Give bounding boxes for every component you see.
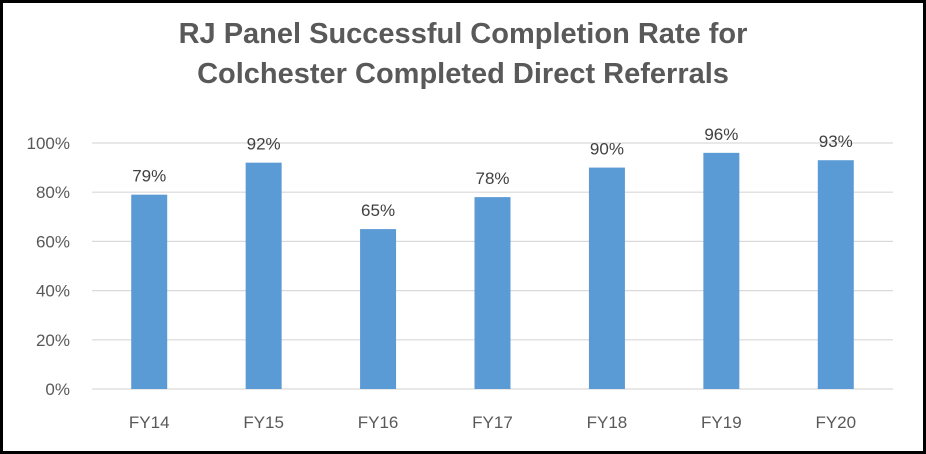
data-label: 93% xyxy=(819,132,853,151)
data-label: 79% xyxy=(132,167,166,186)
bar xyxy=(588,167,625,389)
data-label: 96% xyxy=(704,125,738,144)
data-label: 92% xyxy=(247,135,281,154)
bar xyxy=(474,197,511,389)
bar xyxy=(245,162,282,389)
x-tick-label: FY16 xyxy=(358,413,399,432)
y-tick-label: 40% xyxy=(36,282,70,301)
bar xyxy=(360,229,397,389)
data-label: 90% xyxy=(590,140,624,159)
x-tick-label: FY17 xyxy=(472,413,513,432)
data-label: 78% xyxy=(475,169,509,188)
y-tick-label: 0% xyxy=(45,380,70,399)
bar xyxy=(703,152,740,389)
y-tick-label: 60% xyxy=(36,232,70,251)
chart-title-line-2: Colchester Completed Direct Referrals xyxy=(197,58,729,90)
data-label: 65% xyxy=(361,201,395,220)
y-tick-label: 20% xyxy=(36,331,70,350)
x-tick-label: FY15 xyxy=(243,413,284,432)
chart-title-line-1: RJ Panel Successful Completion Rate for xyxy=(178,18,748,50)
chart-title: RJ Panel Successful Completion Rate for … xyxy=(0,14,926,94)
bar xyxy=(131,194,168,389)
y-tick-label: 80% xyxy=(36,183,70,202)
bar xyxy=(817,160,854,389)
x-tick-label: FY14 xyxy=(129,413,170,432)
x-tick-label: FY18 xyxy=(587,413,628,432)
x-tick-label: FY20 xyxy=(815,413,856,432)
y-tick-label: 100% xyxy=(27,134,70,153)
x-tick-label: FY19 xyxy=(701,413,742,432)
